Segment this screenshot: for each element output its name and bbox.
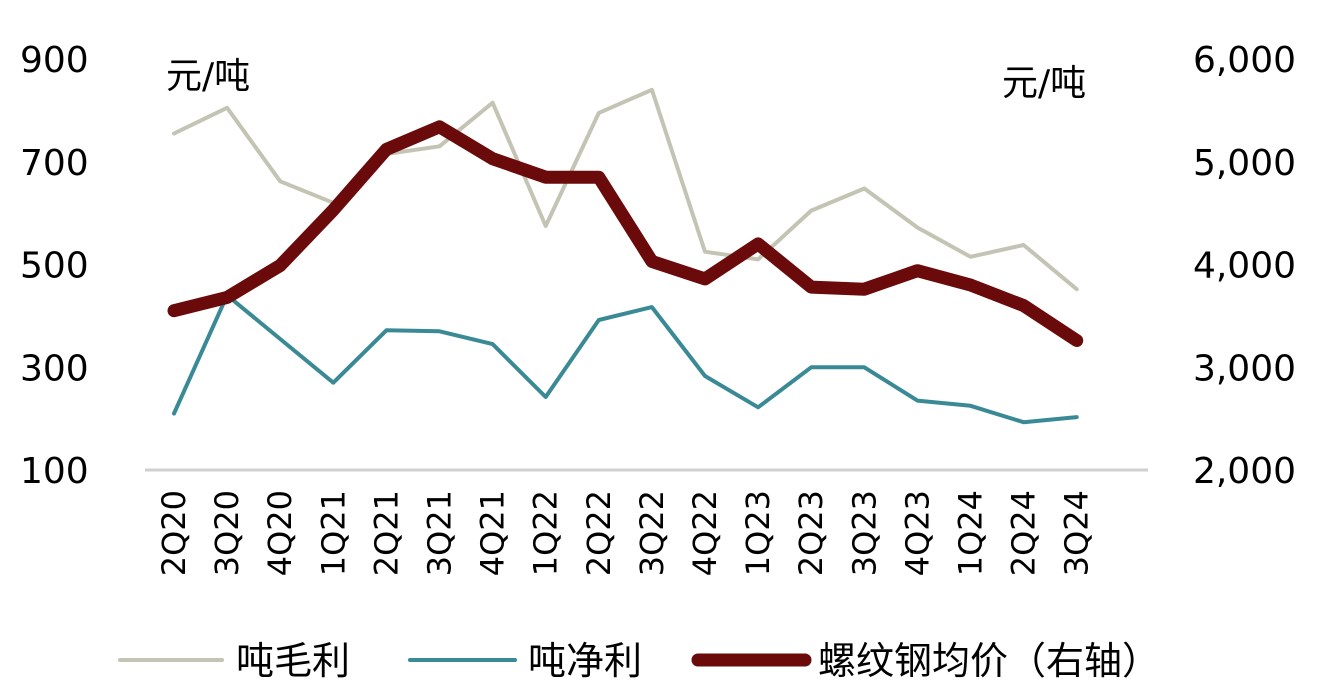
- x-tick-label: 2Q21: [367, 490, 405, 576]
- right-axis-ticks: 6,000 5,000 4,000 3,000 2,000: [1193, 40, 1296, 492]
- x-tick-label: 3Q21: [421, 490, 459, 576]
- right-tick-label: 5,000: [1193, 143, 1296, 184]
- left-tick-label: 300: [20, 348, 89, 389]
- x-tick-label: 2Q23: [792, 490, 830, 576]
- x-tick-label: 3Q20: [208, 490, 246, 576]
- left-axis-unit: 元/吨: [166, 56, 250, 97]
- left-tick-label: 900: [20, 40, 89, 81]
- series-line-2: [172, 293, 1079, 425]
- right-axis-unit: 元/吨: [1002, 63, 1086, 104]
- legend-label: 吨净利: [528, 639, 642, 683]
- legend-label: 螺纹钢均价（右轴）: [818, 639, 1160, 683]
- right-tick-label: 6,000: [1193, 40, 1296, 81]
- left-tick-label: 100: [20, 451, 89, 492]
- x-tick-label: 3Q24: [1058, 490, 1096, 576]
- legend-label: 吨毛利: [236, 639, 350, 683]
- legend: 吨毛利 吨净利 螺纹钢均价（右轴）: [118, 639, 1160, 683]
- x-tick-label: 4Q22: [686, 490, 724, 576]
- x-tick-label: 4Q23: [898, 490, 936, 576]
- x-tick-label: 1Q21: [314, 490, 352, 576]
- right-tick-label: 4,000: [1193, 246, 1296, 287]
- x-tick-label: 1Q22: [527, 490, 565, 576]
- x-tick-label: 1Q24: [952, 490, 990, 576]
- left-tick-label: 500: [20, 246, 89, 287]
- x-tick-label: 2Q22: [580, 490, 618, 576]
- x-tick-label: 4Q20: [261, 490, 299, 576]
- left-axis-ticks: 900 700 500 300 100: [20, 40, 89, 492]
- series-line-1: [172, 87, 1079, 292]
- right-tick-label: 2,000: [1193, 451, 1296, 492]
- x-axis-ticks: 2Q20 3Q20 4Q20 1Q21 2Q21 3Q21 4Q21 1Q22 2Q22 3Q22…: [155, 490, 1096, 576]
- left-tick-label: 700: [20, 143, 89, 184]
- series-layer: [167, 87, 1084, 425]
- x-tick-label: 2Q24: [1005, 490, 1043, 576]
- right-tick-label: 3,000: [1193, 348, 1296, 389]
- x-tick-label: 4Q21: [474, 490, 512, 576]
- x-tick-label: 1Q23: [739, 490, 777, 576]
- x-tick-label: 3Q22: [633, 490, 671, 576]
- series-line-3: [167, 120, 1084, 347]
- x-tick-label: 2Q20: [155, 490, 193, 576]
- x-tick-label: 3Q23: [845, 490, 883, 576]
